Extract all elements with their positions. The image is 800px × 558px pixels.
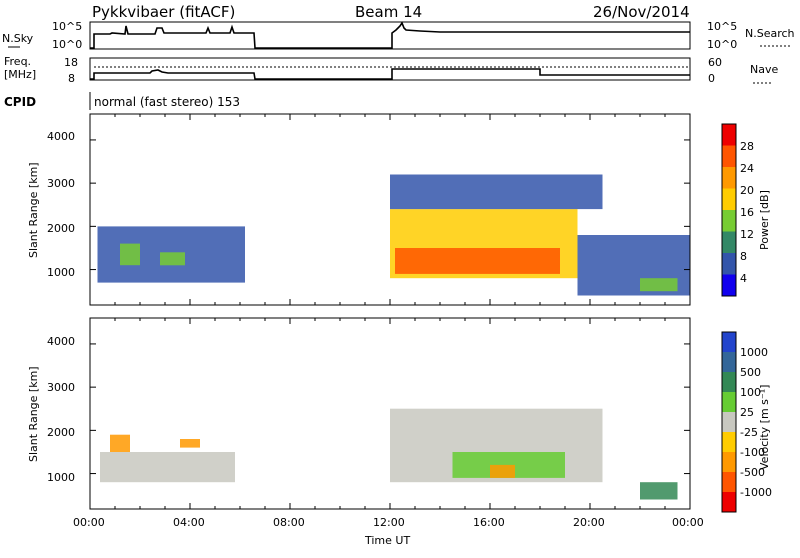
nsky-label: N.Sky bbox=[2, 32, 34, 45]
cpid-text: normal (fast stereo) 153 bbox=[94, 95, 240, 109]
velocity-cbar-cell bbox=[722, 352, 736, 373]
power-cbar-cell bbox=[722, 188, 736, 211]
velocity-cbar-cell bbox=[722, 492, 736, 513]
velocity-cbar-title: Velocity [m s⁻¹] bbox=[758, 385, 771, 470]
freq-trace bbox=[90, 68, 690, 80]
power-cbar-label-16: 16 bbox=[740, 206, 754, 219]
nave-tick-high: 60 bbox=[708, 56, 722, 69]
power-cbar-cell bbox=[722, 253, 736, 275]
velocity-cbar-label-m1000: -1000 bbox=[740, 486, 772, 499]
nsky-frame bbox=[89, 21, 691, 50]
power-cbar-cell bbox=[722, 167, 736, 189]
velocity-cbar-label-1000: 1000 bbox=[740, 346, 768, 359]
nsky-strip: N.Sky 10^5 10^0 10^5 10^0 N.Search bbox=[2, 20, 795, 51]
velocity-cbar-cell bbox=[722, 332, 736, 353]
velocity-cbar-label-25: 25 bbox=[740, 406, 754, 419]
power-region bbox=[160, 252, 185, 266]
velocity-cbar-label-m25: -25 bbox=[740, 426, 758, 439]
power-cbar-label-8: 8 bbox=[740, 250, 747, 263]
velocity-cbar-cell bbox=[722, 392, 736, 413]
velocity-ytick-4000: 4000 bbox=[47, 335, 75, 348]
xtick-16: 16:00 bbox=[473, 516, 505, 529]
velocity-cbar-cell bbox=[722, 432, 736, 453]
power-ylabel: Slant Range [km] bbox=[27, 162, 40, 258]
velocity-cbar-cell bbox=[722, 372, 736, 393]
velocity-region bbox=[640, 482, 678, 500]
power-region bbox=[395, 248, 560, 274]
power-cbar-cell bbox=[722, 210, 736, 232]
nsearch-label: N.Search bbox=[745, 27, 795, 40]
power-ytick-3000: 3000 bbox=[47, 177, 75, 190]
velocity-region bbox=[490, 464, 515, 478]
xtick-12: 12:00 bbox=[373, 516, 405, 529]
freq-label-1: Freq. bbox=[4, 55, 31, 68]
freq-frame bbox=[89, 57, 691, 81]
power-data bbox=[97, 174, 690, 296]
power-cbar-cell bbox=[722, 231, 736, 254]
freq-label-2: [MHz] bbox=[4, 68, 36, 81]
power-colorbar bbox=[721, 123, 737, 297]
xtick-04: 04:00 bbox=[173, 516, 205, 529]
velocity-cbar-label-m100: -100 bbox=[740, 446, 765, 459]
power-cbar-cell bbox=[722, 274, 736, 297]
axes-ticks bbox=[89, 114, 691, 509]
xtick-20: 20:00 bbox=[573, 516, 605, 529]
nsky-tick-low: 10^0 bbox=[52, 38, 82, 51]
power-ytick-2000: 2000 bbox=[47, 222, 75, 235]
xlabel: Time UT bbox=[364, 534, 410, 547]
nsky-trace bbox=[90, 21, 690, 49]
power-ytick-4000: 4000 bbox=[47, 130, 75, 143]
nsearch-tick-low: 10^0 bbox=[707, 38, 737, 51]
power-cbar-label-4: 4 bbox=[740, 272, 747, 285]
xtick-24: 00:00 bbox=[672, 516, 704, 529]
velocity-cbar-label-500: 500 bbox=[740, 366, 761, 379]
power-cbar-cell bbox=[722, 124, 736, 146]
power-region bbox=[640, 278, 678, 292]
velocity-ytick-1000: 1000 bbox=[47, 471, 75, 484]
velocity-region bbox=[100, 452, 235, 483]
velocity-ytick-3000: 3000 bbox=[47, 381, 75, 394]
power-cbar-frame bbox=[721, 123, 737, 297]
power-cbar-label-20: 20 bbox=[740, 184, 754, 197]
xtick-08: 08:00 bbox=[273, 516, 305, 529]
power-cbar-label-24: 24 bbox=[740, 162, 754, 175]
power-region bbox=[390, 174, 603, 210]
velocity-cbar-cell bbox=[722, 452, 736, 473]
velocity-region bbox=[110, 434, 130, 452]
freq-strip: Freq. [MHz] 18 8 60 0 Nave bbox=[4, 55, 778, 85]
velocity-region bbox=[180, 439, 200, 448]
cpid-label: CPID bbox=[4, 95, 36, 109]
nave-label: Nave bbox=[750, 63, 778, 76]
velocity-ytick-2000: 2000 bbox=[47, 426, 75, 439]
nsearch-tick-high: 10^5 bbox=[707, 20, 737, 33]
velocity-ylabel: Slant Range [km] bbox=[27, 366, 40, 462]
freq-tick-low: 8 bbox=[68, 72, 75, 85]
nsky-tick-high: 10^5 bbox=[52, 20, 82, 33]
power-cbar-title: Power [dB] bbox=[758, 190, 771, 250]
nave-tick-low: 0 bbox=[708, 72, 715, 85]
velocity-cbar-cell bbox=[722, 472, 736, 493]
station-title: Pykkvibaer (fitACF) bbox=[92, 3, 235, 21]
velocity-colorbar bbox=[721, 331, 737, 513]
velocity-cbar-cell bbox=[722, 412, 736, 433]
power-cbar-label-12: 12 bbox=[740, 228, 754, 241]
xtick-00: 00:00 bbox=[73, 516, 105, 529]
velocity-cbar-frame bbox=[721, 331, 737, 513]
date-title: 26/Nov/2014 bbox=[593, 3, 690, 21]
power-cbar-cell bbox=[722, 145, 736, 168]
beam-title: Beam 14 bbox=[355, 3, 422, 21]
power-cbar-label-28: 28 bbox=[740, 140, 754, 153]
velocity-data bbox=[100, 408, 678, 500]
freq-tick-high: 18 bbox=[64, 56, 78, 69]
velocity-cbar-label-m500: -500 bbox=[740, 466, 765, 479]
power-ytick-1000: 1000 bbox=[47, 266, 75, 279]
power-region bbox=[120, 243, 140, 266]
velocity-cbar-label-100: 100 bbox=[740, 386, 761, 399]
